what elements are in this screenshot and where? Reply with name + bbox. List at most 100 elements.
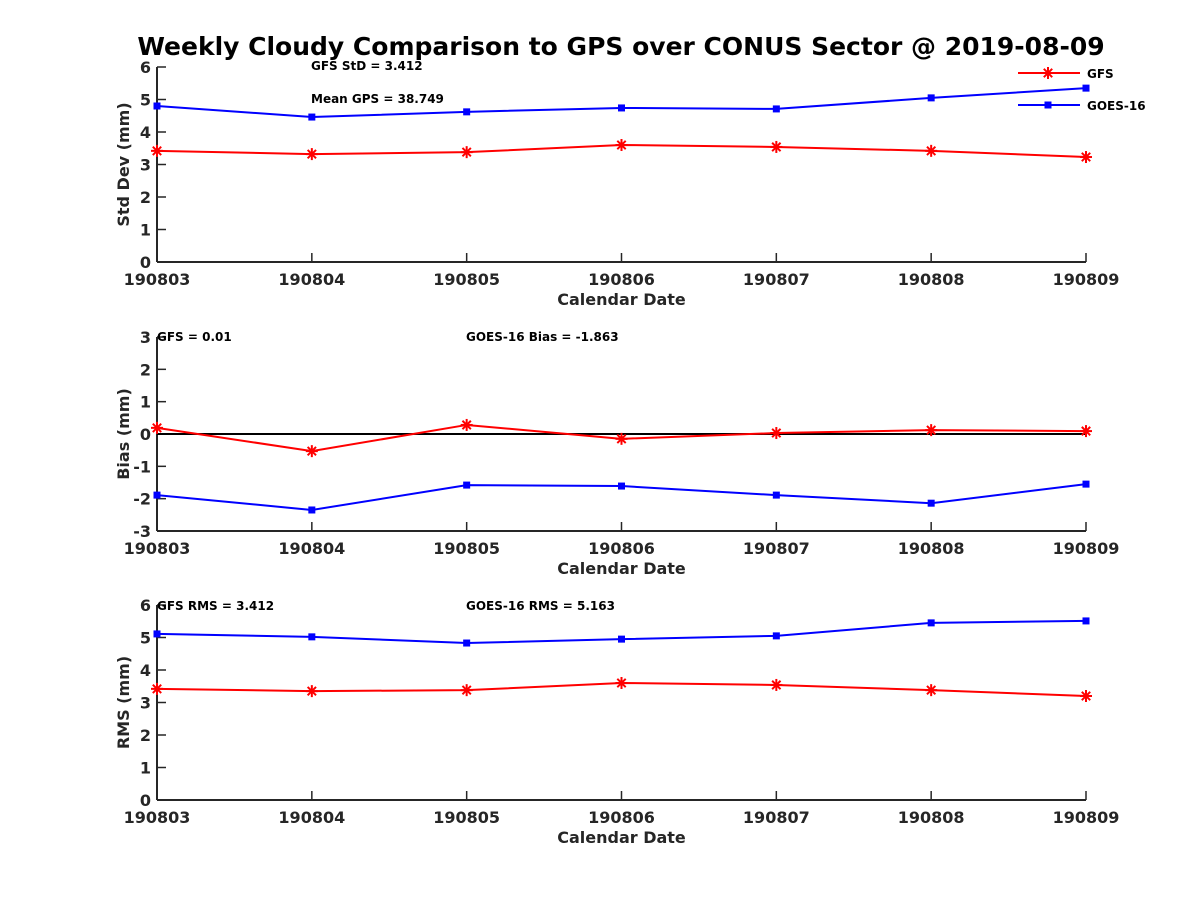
x-tick-label: 190809 [1053,539,1120,558]
x-tick-label: 190804 [278,808,345,827]
legend-marker [1044,101,1052,109]
data-point [770,427,783,440]
data-point [1082,480,1090,488]
x-tick-label: 190804 [278,270,345,289]
y-tick-label: 3 [140,156,151,175]
x-tick-label: 190808 [898,808,965,827]
data-point [463,108,471,116]
data-point [153,491,161,499]
asterisk-marker-stroke [306,446,317,457]
asterisk-marker-stroke [616,678,627,688]
data-point [927,499,935,507]
data-point [305,148,318,161]
y-tick-label: 4 [140,661,151,680]
data-point [460,146,473,159]
y-axis-label: Bias (mm) [114,388,133,480]
asterisk-marker-stroke [616,140,627,150]
series-gfs [151,139,1092,164]
data-point [1080,425,1092,438]
series-gfs [151,418,1092,458]
data-point [1082,84,1090,92]
y-tick-label: 0 [140,791,151,810]
x-axis-label: Calendar Date [557,559,686,578]
data-point [1080,690,1092,702]
y-tick-label: -3 [133,522,151,541]
series-goes-16 [153,617,1090,647]
panel-annotation: GOES-16 RMS = 5.163 [466,599,615,613]
x-tick-label: 190807 [743,808,810,827]
panel-annotation: GFS = 0.01 [157,330,232,344]
legend-label: GOES-16 [1087,99,1146,113]
data-point [615,432,628,445]
data-point [772,491,780,499]
y-tick-label: 6 [140,58,151,77]
y-axis-label: RMS (mm) [114,656,133,749]
panel-rms: 0 1 2 3 4 5 6 190803 190804 190805 190806 190807 190… [114,596,1119,847]
asterisk-marker-stroke [306,149,317,160]
data-point [153,630,161,638]
asterisk-marker-stroke [461,685,472,696]
asterisk-marker-stroke [1081,691,1091,701]
y-tick-label: 2 [140,726,151,745]
y-tick-label: 1 [140,393,151,412]
asterisk-marker-stroke [152,145,162,156]
data-point [925,144,938,157]
data-point [463,639,471,647]
data-point [460,418,473,431]
panel-stddev: 0 1 2 3 4 5 6 190803 190804 190805 190806 190807 190… [114,58,1119,309]
x-tick-label: 190808 [898,270,965,289]
asterisk-marker-stroke [306,686,317,697]
y-tick-label: 2 [140,188,151,207]
x-tick-label: 190805 [433,808,500,827]
x-tick-label: 190807 [743,539,810,558]
data-point [927,619,935,627]
y-tick-label: 3 [140,694,151,713]
data-point [770,678,783,691]
x-tick-label: 190806 [588,808,655,827]
data-point [772,105,780,113]
asterisk-marker-stroke [771,680,782,690]
x-tick-label: 190809 [1053,270,1120,289]
data-point [618,482,625,490]
x-tick-label: 190805 [433,539,500,558]
y-tick-label: 4 [140,123,151,142]
y-tick-label: 1 [140,221,151,240]
data-point [308,113,316,121]
y-tick-label: 1 [140,759,151,778]
asterisk-marker-stroke [1081,152,1091,162]
legend: GFS GOES-16 [1018,67,1146,113]
panel-annotation: GFS StD = 3.412 [311,59,423,73]
x-tick-label: 190807 [743,270,810,289]
y-axis-label: Std Dev (mm) [114,102,133,226]
asterisk-marker-stroke [152,683,162,694]
series-gfs [151,677,1092,702]
data-point [925,424,938,437]
x-tick-label: 190806 [588,270,655,289]
data-point [308,506,316,514]
x-tick-label: 190806 [588,539,655,558]
asterisk-marker-stroke [926,425,937,436]
x-axis-label: Calendar Date [557,290,686,309]
panels: 0 1 2 3 4 5 6 190803 190804 190805 190806 190807 190… [114,58,1119,847]
x-tick-label: 190804 [278,539,345,558]
x-tick-label: 190808 [898,539,965,558]
x-tick-label: 190809 [1053,808,1120,827]
panel-annotation: GFS RMS = 3.412 [157,599,274,613]
data-point [770,140,783,153]
y-tick-label: 0 [140,253,151,272]
x-tick-label: 190803 [124,539,191,558]
y-tick-label: 5 [140,629,151,648]
panel-annotation: Mean GPS = 38.749 [311,92,444,106]
x-tick-label: 190805 [433,270,500,289]
data-point [772,632,780,640]
panel-annotation: GOES-16 Bias = -1.863 [466,330,619,344]
panel-bias: -3 -2 -1 0 1 2 3 190803 190804 190805 190806 190807… [114,328,1119,578]
data-point [151,421,163,434]
legend-marker [1042,67,1054,79]
legend-label: GFS [1087,67,1114,81]
x-tick-label: 190803 [124,808,191,827]
y-tick-label: 0 [140,425,151,444]
data-point [305,685,318,698]
asterisk-marker-stroke [461,147,472,158]
